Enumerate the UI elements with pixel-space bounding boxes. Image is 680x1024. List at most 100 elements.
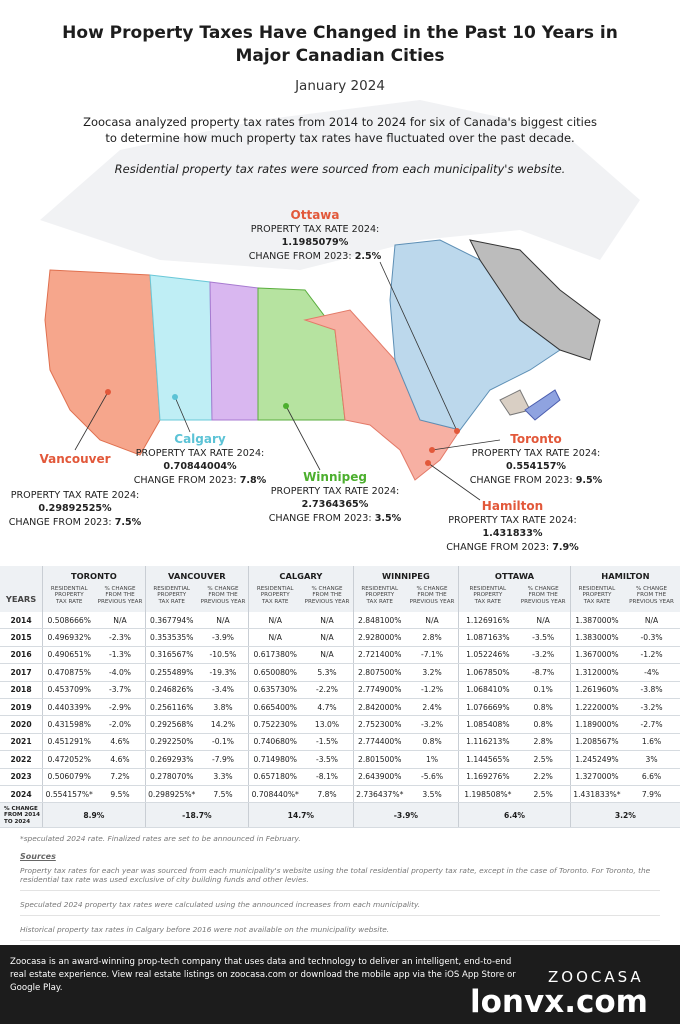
dot [105, 389, 111, 395]
subheader-line: FROM THE [312, 592, 342, 599]
dot [283, 403, 289, 409]
subheader-line: TAX RATE [158, 598, 185, 605]
change-line: CHANGE FROM 2023: 9.5% [466, 474, 606, 487]
cell: 0.8% [516, 715, 571, 734]
cell: -10.5% [197, 646, 249, 665]
city-header: CALGARY [248, 566, 354, 586]
subheader-line: PREVIOUS YEAR [304, 598, 350, 605]
cell: N/A [301, 628, 354, 647]
change-label: CHANGE FROM 2023: [133, 474, 237, 486]
year: 2020 [0, 715, 43, 734]
asterisk-note: *speculated 2024 rate. Finalized rates a… [20, 834, 301, 843]
cell: 0.440339% [42, 698, 96, 717]
cell: 0.255489% [144, 663, 198, 682]
cell: 4.6% [95, 750, 146, 769]
watermark: lonvx.com [470, 984, 648, 1020]
map [40, 100, 640, 501]
cell: 0.298925%* [144, 785, 198, 804]
new-brunswick [499, 389, 531, 416]
dot [425, 460, 431, 466]
cell: -2.3% [95, 628, 146, 647]
cell: 1.169276% [458, 768, 517, 786]
cell: 0.554157%* [42, 785, 96, 804]
cell: 0.665400% [248, 698, 302, 717]
rate-line: 1.431833% [430, 527, 595, 540]
year: 2018 [0, 681, 43, 699]
cell: -7.1% [405, 646, 459, 665]
cell: 0.278070% [144, 768, 198, 786]
rate-line: 0.70844004% [120, 460, 280, 473]
year: 2019 [0, 698, 43, 717]
cell: 1.383000% [569, 628, 624, 647]
cell: -19.3% [197, 663, 249, 682]
year: 2024 [0, 785, 43, 804]
change-line: CHANGE FROM 2023: 7.5% [0, 516, 150, 529]
subheader-line: TAX RATE [262, 598, 289, 605]
city-header: HAMILTON [569, 566, 680, 586]
subheader-line: RESIDENTIAL [361, 586, 399, 592]
subheader-line: TAX RATE [56, 598, 83, 605]
rate: 1.431833% [482, 528, 543, 540]
subheader-line: RESIDENTIAL [50, 586, 88, 592]
cell: 0.8% [516, 698, 571, 717]
subheader-line: % CHANGE [207, 586, 239, 592]
cell: 0.496932% [42, 628, 96, 647]
cell: 0.714980% [248, 750, 302, 769]
cell: 0.472052% [42, 750, 96, 769]
cell: 0.8% [405, 733, 459, 752]
rate-line: 2.7364365% [255, 498, 415, 511]
data-row: 2019 0.440339% -2.9% 0.256116% 3.8% 0.665400%… [0, 698, 680, 717]
cell: 1.208567% [569, 733, 624, 752]
cell: -4.0% [95, 663, 146, 682]
subheader-line: PREVIOUS YEAR [409, 598, 455, 605]
rate-label: PROPERTY TAX RATE 2024: [270, 486, 400, 497]
cell: 0.752230% [248, 715, 302, 734]
subheader-line: PROPERTY [260, 592, 290, 599]
cell: N/A [95, 612, 146, 630]
rate-line: 0.554157% [466, 460, 606, 473]
rate: 0.29892525% [38, 503, 112, 515]
cell: 9.5% [95, 785, 146, 804]
rate-label: PROPERTY TAX RATE 2024: [135, 448, 265, 459]
subheader-line: FROM THE [528, 592, 558, 599]
subheader: % CHANGE FROM THE PREVIOUS YEAR [405, 586, 459, 612]
cell: 0.316567% [144, 646, 198, 665]
subheader-line: TAX RATE [366, 598, 393, 605]
subheader-line: PREVIOUS YEAR [200, 598, 246, 605]
city-name: Winnipeg [303, 470, 367, 484]
change-label: CHANGE FROM 2023: [469, 474, 573, 486]
rate: 0.554157% [506, 461, 566, 473]
rate: 1.1985079% [281, 237, 349, 249]
cell: 1.068410% [458, 681, 517, 699]
subheader-line: RESIDENTIAL [256, 586, 294, 592]
cell: -1.5% [301, 733, 354, 752]
total-row: % CHANGE FROM 2014 TO 2024 8.9% -18.7% 14.7% -… [0, 802, 680, 829]
title: How Property Taxes Have Changed in the P… [62, 23, 618, 66]
cell: N/A [197, 612, 249, 630]
subheader-row: YEARS RESIDENTIAL PROPERTY TAX RATE% CHANGE… [0, 586, 680, 612]
subheader-line: RESIDENTIAL [153, 586, 191, 592]
leader-line [174, 396, 191, 433]
cell: 1.245249% [569, 750, 624, 769]
subheader: % CHANGE FROM THE PREVIOUS YEAR [516, 586, 571, 612]
cell: 0.617380% [248, 646, 302, 665]
subheader-line: PROPERTY [157, 592, 187, 599]
dot [429, 447, 435, 453]
cell: 3.3% [197, 768, 249, 786]
cell: 7.8% [301, 785, 354, 804]
cell: N/A [301, 646, 354, 665]
city-dots [105, 389, 460, 466]
cell: -0.3% [623, 628, 680, 647]
subheader-line: PREVIOUS YEAR [97, 598, 143, 605]
change: 9.5% [575, 474, 603, 486]
cell: -3.2% [405, 715, 459, 734]
cell: -5.6% [405, 768, 459, 786]
footer [0, 945, 680, 1024]
cell: -3.2% [623, 698, 680, 717]
city-header: VANCOUVER [144, 566, 249, 586]
subheader: % CHANGE FROM THE PREVIOUS YEAR [95, 586, 146, 612]
leader-line [379, 261, 458, 432]
sources-title: Sources [20, 852, 56, 861]
change-line: CHANGE FROM 2023: 3.5% [255, 512, 415, 525]
